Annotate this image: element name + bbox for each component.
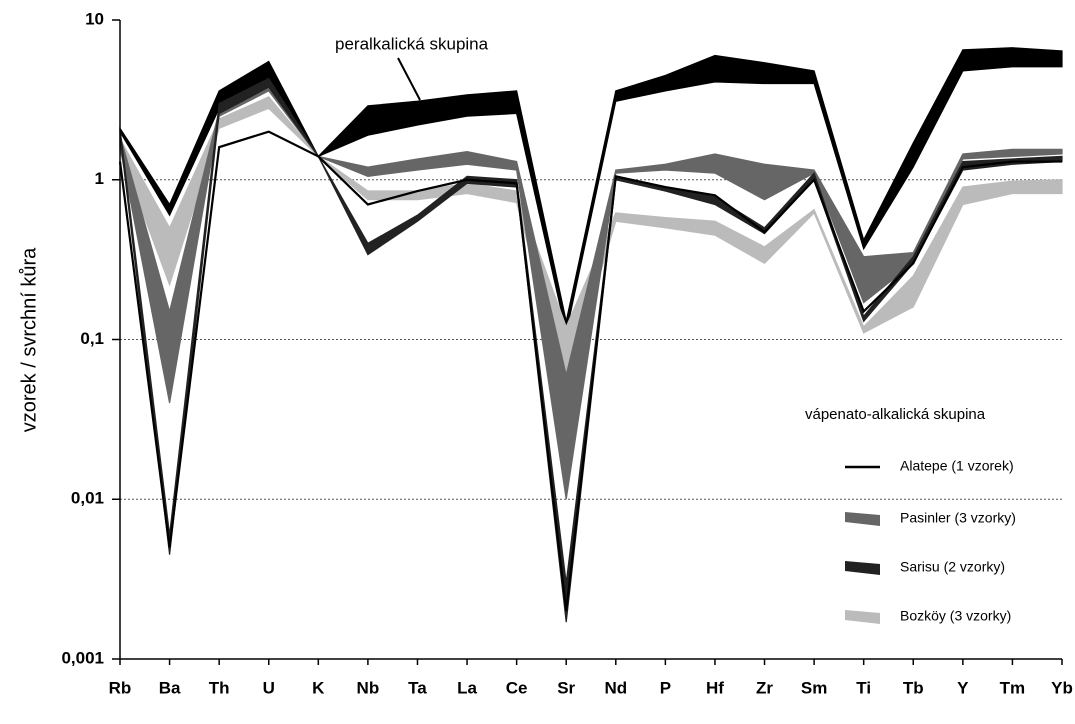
legend-label: Bozköy (3 vzorky)	[900, 608, 1011, 624]
legend-label: Pasinler (3 vzorky)	[900, 510, 1016, 526]
x-tick-label: Hf	[706, 678, 724, 697]
legend-title: vápenato-alkalická skupina	[805, 406, 986, 423]
legend-label: Sarisu (2 vzorky)	[900, 559, 1005, 575]
y-tick-label: 1	[95, 169, 104, 188]
x-tick-label: Zr	[756, 678, 773, 697]
x-tick-label: K	[312, 678, 325, 697]
y-axis-label: vzorek / svrchní kůra	[18, 247, 40, 432]
x-tick-label: U	[263, 678, 275, 697]
legend-swatch	[845, 512, 880, 526]
data-band	[119, 82, 1063, 500]
x-tick-label: Sm	[801, 678, 827, 697]
x-tick-label: Nb	[357, 678, 380, 697]
x-tick-label: Tm	[1000, 678, 1026, 697]
x-tick-label: Yb	[1051, 678, 1073, 697]
legend-swatch	[845, 561, 880, 575]
x-tick-label: Ti	[856, 678, 871, 697]
y-tick-label: 0,1	[80, 329, 104, 348]
x-tick-label: Y	[957, 678, 969, 697]
legend-label: Alatepe (1 vzorek)	[900, 458, 1014, 474]
x-tick-label: Ba	[159, 678, 181, 697]
y-tick-label: 10	[85, 9, 104, 28]
data-line	[118, 130, 1062, 612]
annotation-pointer	[397, 57, 421, 101]
data-band	[119, 96, 1063, 390]
y-tick-label: 0,01	[71, 489, 104, 508]
y-tick-label: 0,001	[61, 648, 104, 667]
x-tick-label: Th	[209, 678, 230, 697]
x-tick-label: La	[457, 678, 477, 697]
x-tick-label: Tb	[903, 678, 924, 697]
x-tick-label: Nd	[604, 678, 627, 697]
x-tick-label: P	[660, 678, 671, 697]
legend-swatch	[845, 610, 880, 624]
data-band	[119, 47, 1063, 334]
x-tick-label: Sr	[557, 678, 575, 697]
x-tick-label: Ce	[506, 678, 528, 697]
annotation: peralkalická skupina	[335, 34, 489, 53]
data-band	[119, 77, 1063, 623]
x-tick-label: Ta	[408, 678, 427, 697]
x-tick-label: Rb	[109, 678, 132, 697]
